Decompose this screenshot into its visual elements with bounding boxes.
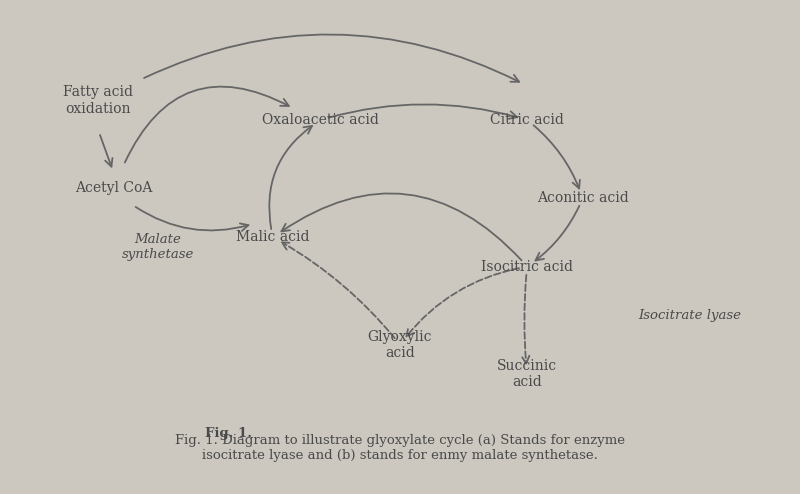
Text: Oxaloacetic acid: Oxaloacetic acid <box>262 113 379 127</box>
Text: Malate
synthetase: Malate synthetase <box>122 233 194 261</box>
Text: Acetyl CoA: Acetyl CoA <box>75 181 153 196</box>
Text: Glyoxylic
acid: Glyoxylic acid <box>368 329 432 360</box>
Text: Isocitric acid: Isocitric acid <box>481 259 573 274</box>
Text: Malic acid: Malic acid <box>236 230 310 244</box>
Text: Citric acid: Citric acid <box>490 113 564 127</box>
Text: Isocitrate lyase: Isocitrate lyase <box>638 309 742 322</box>
Text: Fatty acid
oxidation: Fatty acid oxidation <box>63 85 133 116</box>
Text: Fig. 1. Diagram to illustrate glyoxylate cycle (a) Stands for enzyme
isocitrate : Fig. 1. Diagram to illustrate glyoxylate… <box>175 434 625 462</box>
Text: Succinic
acid: Succinic acid <box>497 359 557 389</box>
Text: Aconitic acid: Aconitic acid <box>537 191 629 205</box>
Text: Fig. 1.: Fig. 1. <box>206 427 252 440</box>
